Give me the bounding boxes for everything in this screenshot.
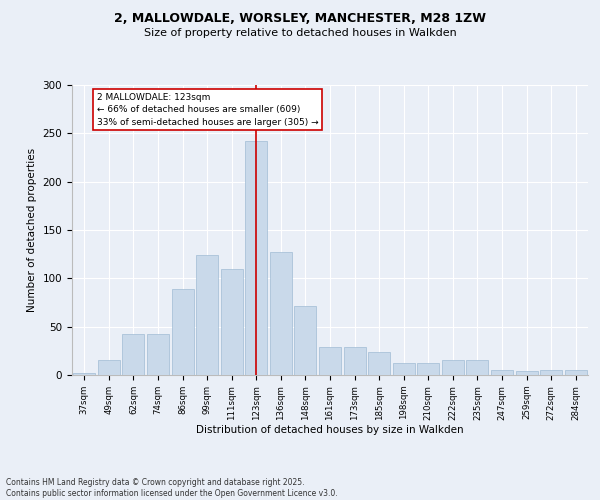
Bar [245,141,268,375]
Y-axis label: Number of detached properties: Number of detached properties [27,148,37,312]
Text: 2 MALLOWDALE: 123sqm
← 66% of detached houses are smaller (609)
33% of semi-deta: 2 MALLOWDALE: 123sqm ← 66% of detached h… [97,92,318,126]
Bar [73,373,95,375]
Bar [442,360,464,375]
X-axis label: Distribution of detached houses by size in Walkden: Distribution of detached houses by size … [196,425,464,435]
Bar [565,370,587,375]
Bar [98,360,120,375]
Bar [147,334,169,375]
Bar [122,334,145,375]
Text: Size of property relative to detached houses in Walkden: Size of property relative to detached ho… [143,28,457,38]
Bar [319,347,341,375]
Text: Contains HM Land Registry data © Crown copyright and database right 2025.
Contai: Contains HM Land Registry data © Crown c… [6,478,338,498]
Bar [368,352,390,375]
Bar [491,370,513,375]
Bar [540,370,562,375]
Bar [417,364,439,375]
Bar [221,268,243,375]
Bar [295,306,316,375]
Bar [466,360,488,375]
Bar [392,364,415,375]
Bar [196,255,218,375]
Bar [270,252,292,375]
Text: 2, MALLOWDALE, WORSLEY, MANCHESTER, M28 1ZW: 2, MALLOWDALE, WORSLEY, MANCHESTER, M28 … [114,12,486,26]
Bar [172,289,194,375]
Bar [344,347,365,375]
Bar [515,371,538,375]
